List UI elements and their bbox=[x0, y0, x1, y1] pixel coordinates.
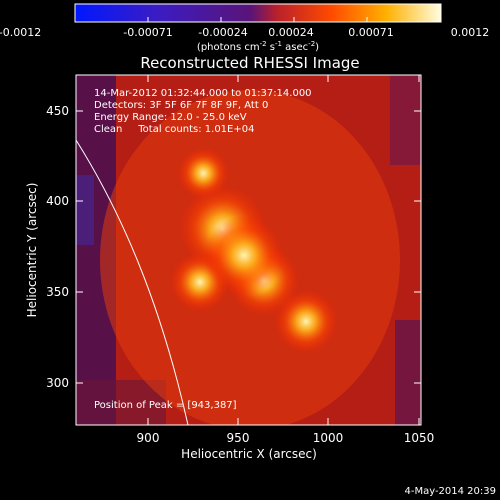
solar-limb bbox=[75, 139, 189, 426]
y-tick-label: 400 bbox=[46, 194, 69, 208]
info-energy: Energy Range: 12.0 - 25.0 keV bbox=[94, 112, 247, 123]
x-tick-label: 900 bbox=[137, 431, 160, 445]
footer-date: 4-May-2014 20:39 bbox=[404, 486, 496, 497]
peak-position: Position of Peak = [943,387] bbox=[94, 400, 237, 411]
y-axis-label: Heliocentric Y (arcsec) bbox=[25, 183, 39, 318]
x-tick-label: 950 bbox=[227, 431, 250, 445]
y-tick-label: 300 bbox=[46, 376, 69, 390]
x-tick-label: 1050 bbox=[404, 431, 435, 445]
emission-source bbox=[274, 289, 338, 354]
y-tick-label: 350 bbox=[46, 285, 69, 299]
x-tick-label: 1000 bbox=[313, 431, 344, 445]
emission-source bbox=[177, 147, 230, 200]
source-layer bbox=[169, 147, 338, 354]
axis-ticks bbox=[76, 75, 421, 425]
info-detectors: Detectors: 3F 5F 6F 7F 8F 9F, Att 0 bbox=[94, 100, 268, 111]
colorbar-ticks bbox=[74, 17, 442, 22]
plot-title: Reconstructed RHESSI Image bbox=[140, 54, 359, 72]
colorbar-tick-label: -0.00024 bbox=[198, 26, 247, 39]
image-area bbox=[76, 75, 421, 425]
y-tick-label: 450 bbox=[46, 104, 69, 118]
colorbar-unit: (photons cm-2 s-1 asec-2) bbox=[197, 40, 319, 53]
info-time-range: 14-Mar-2012 01:32:44.000 to 01:37:14.000 bbox=[94, 88, 312, 99]
colorbar-tick-label: -0.00071 bbox=[123, 26, 172, 39]
colorbar bbox=[74, 3, 442, 23]
colorbar-tick-label: 0.00024 bbox=[268, 26, 314, 39]
x-axis-label: Heliocentric X (arcsec) bbox=[181, 447, 317, 461]
colorbar-tick-label: 0.0012 bbox=[451, 26, 490, 39]
info-clean: Clean Total counts: 1.01E+04 bbox=[94, 124, 254, 135]
colorbar-tick-label: -0.0012 bbox=[0, 26, 41, 39]
emission-source bbox=[204, 215, 285, 296]
colorbar-tick-label: 0.00071 bbox=[348, 26, 394, 39]
plot-frame bbox=[75, 74, 422, 426]
